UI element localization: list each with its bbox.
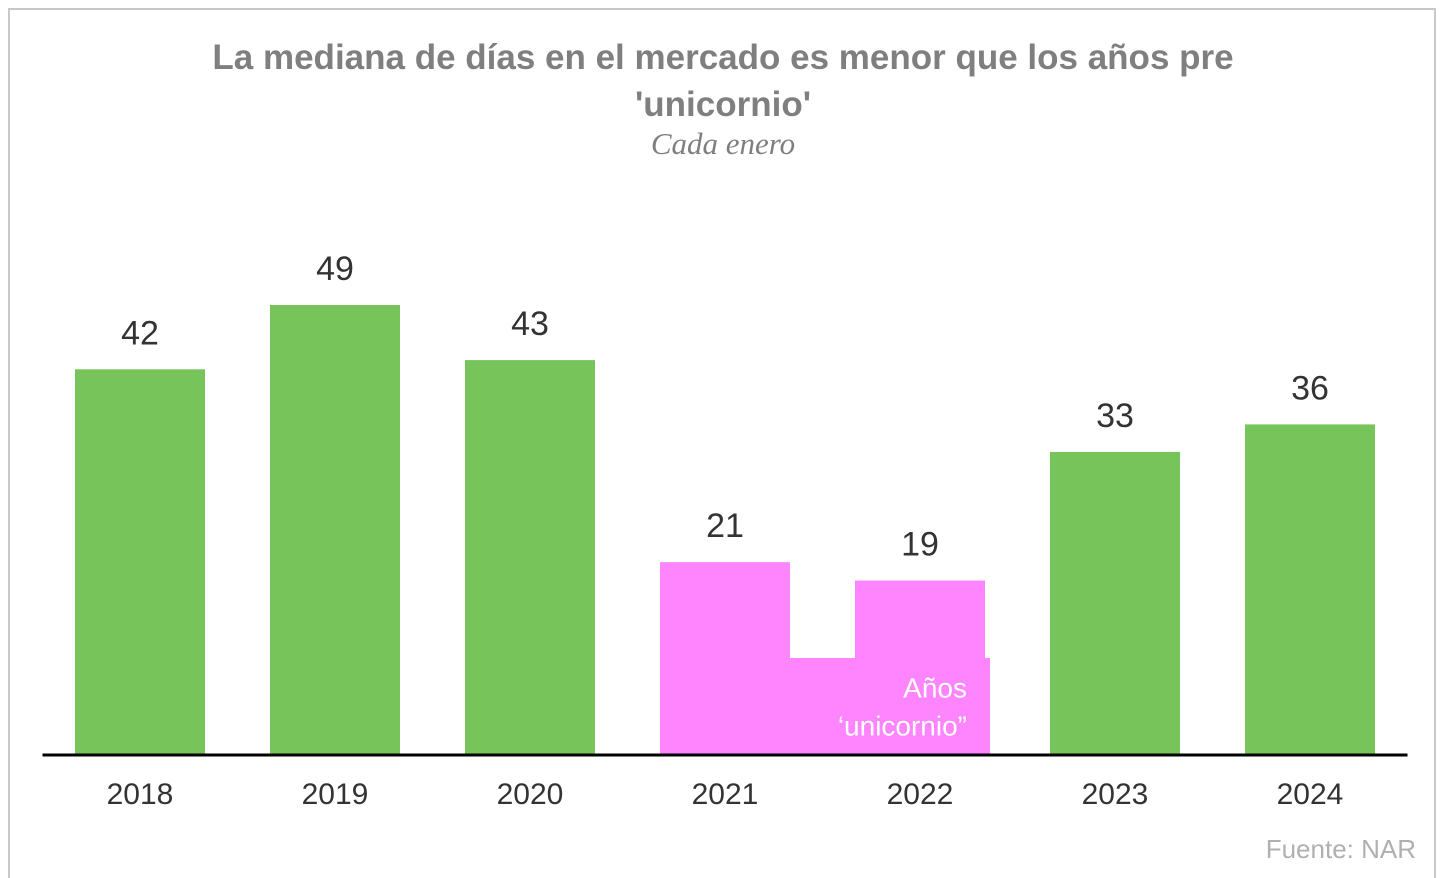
value-label: 21 bbox=[706, 507, 744, 545]
annotation: ‘unicornio” bbox=[838, 710, 967, 741]
bar bbox=[1050, 451, 1180, 755]
value-label: 49 bbox=[316, 250, 354, 288]
bar bbox=[270, 305, 400, 755]
chart-title: La mediana de días en el mercado es meno… bbox=[212, 38, 1234, 124]
bar bbox=[1245, 424, 1375, 755]
bar bbox=[660, 562, 790, 755]
x-tick-label: 2024 bbox=[1277, 778, 1344, 811]
bar bbox=[75, 369, 205, 755]
chart-subtitle: Cada enero bbox=[650, 126, 796, 161]
value-label: 42 bbox=[121, 314, 159, 352]
value-label: 43 bbox=[511, 305, 549, 343]
value-label: 19 bbox=[901, 526, 939, 564]
x-tick-label: 2022 bbox=[887, 778, 954, 811]
value-label: 33 bbox=[1096, 397, 1134, 435]
annotation: Años bbox=[903, 672, 967, 703]
source: Fuente: NAR bbox=[1266, 834, 1416, 864]
x-tick-label: 2020 bbox=[497, 778, 564, 811]
x-tick-label: 2021 bbox=[692, 778, 759, 811]
value-label: 36 bbox=[1291, 369, 1329, 407]
frame bbox=[8, 8, 1436, 878]
x-tick-label: 2023 bbox=[1082, 778, 1149, 811]
bar bbox=[855, 580, 985, 755]
x-tick-label: 2019 bbox=[302, 778, 369, 811]
bar bbox=[465, 360, 595, 755]
x-tick-label: 2018 bbox=[107, 778, 174, 811]
